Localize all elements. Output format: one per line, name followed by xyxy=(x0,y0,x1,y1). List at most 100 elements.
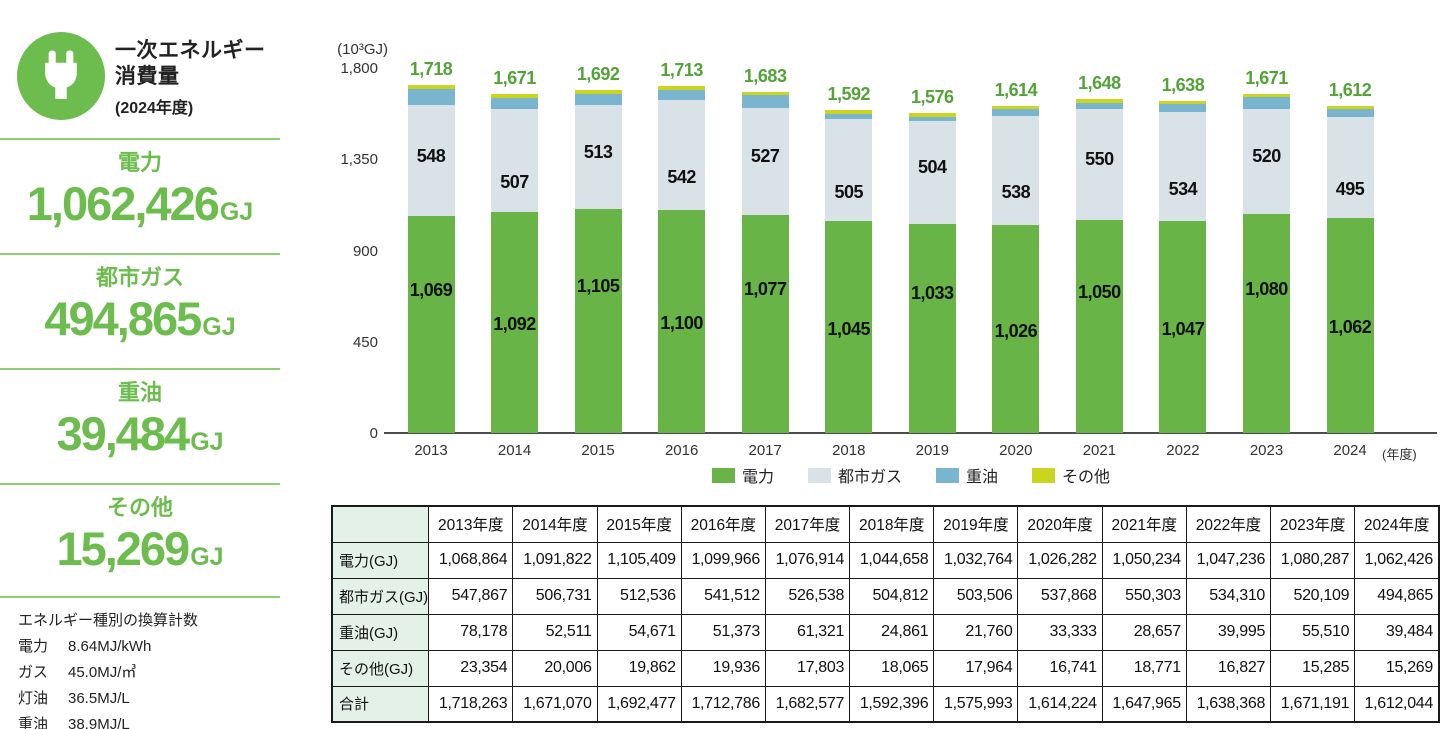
stat-unit: GJ xyxy=(190,428,224,456)
legend-label: 重油 xyxy=(966,469,999,486)
y-axis-tick-label: 0 xyxy=(369,425,378,442)
table-row: 合計 1,718,263 1,671,070 1,692,477 1,712,786 1,… xyxy=(331,685,1440,723)
x-axis-label: 2023 xyxy=(1249,442,1284,459)
bar-segment-heavy-oil xyxy=(491,98,539,109)
x-axis-label: 2017 xyxy=(748,442,782,459)
table-value-cell: 1,575,993 xyxy=(933,685,1019,723)
bar-value-label-city-gas: 527 xyxy=(750,146,780,167)
table-row-label: その他(GJ) xyxy=(331,649,430,687)
table-value-cell: 1,671,191 xyxy=(1270,685,1356,723)
stat-label: 電力 xyxy=(117,150,162,175)
bar-segment-electricity xyxy=(1326,217,1374,433)
conversion-notes: エネルギー種別の換算計数 電力 8.64MJ/kWh ガス 45.0MJ/㎥ 灯油 36.… xyxy=(18,608,198,729)
bar-segment-heavy-oil xyxy=(992,109,1040,116)
bar-segment-city-gas xyxy=(992,115,1040,225)
sidebar-header: 一次エネルギー 消費量 (2024年度) xyxy=(17,32,266,120)
bar-value-label-city-gas: 504 xyxy=(918,157,947,178)
bar-segment-city-gas xyxy=(741,107,789,215)
table-year-header: 2020年度 xyxy=(1017,505,1103,543)
bar-total-label: 1,671 xyxy=(1245,68,1288,89)
table-value-cell: 52,511 xyxy=(512,613,598,651)
x-axis-label: 2020 xyxy=(999,442,1033,459)
bar-value-label-city-gas: 548 xyxy=(416,145,446,166)
bar-segment-electricity xyxy=(825,221,873,433)
bar-segment-city-gas xyxy=(574,104,622,209)
bar-total-label: 1,718 xyxy=(409,58,453,79)
conversion-note-row: 灯油 36.5MJ/L xyxy=(18,686,198,712)
stat-label: 都市ガス xyxy=(95,265,184,290)
bar-segment-other xyxy=(992,105,1040,110)
table-value-cell: 520,109 xyxy=(1270,577,1356,615)
bar-segment-heavy-oil xyxy=(407,89,455,106)
bar-segment-electricity xyxy=(741,214,789,433)
bar-value-label-electricity: 1,033 xyxy=(911,283,954,304)
legend-item-electricity: 電力 xyxy=(711,463,774,487)
x-axis-label: 2016 xyxy=(664,442,699,459)
table-value-cell: 19,936 xyxy=(680,649,766,687)
bar-segment-other xyxy=(491,93,539,98)
bar-segment-city-gas xyxy=(1326,117,1374,218)
legend-swatch-heavy-oil xyxy=(936,467,959,483)
table-corner-cell xyxy=(331,505,430,543)
table-value-cell: 16,827 xyxy=(1185,649,1272,687)
stat-block: その他 15,269GJ xyxy=(0,483,280,598)
bar-total-label: 1,592 xyxy=(827,84,871,105)
table-value-cell: 18,771 xyxy=(1101,649,1187,687)
bar-segment-city-gas xyxy=(825,118,873,222)
legend-item-heavy-oil: 重油 xyxy=(936,463,998,487)
bar-segment-electricity xyxy=(407,216,455,433)
bar-segment-other xyxy=(1243,94,1290,98)
bar-segment-heavy-oil xyxy=(825,113,873,119)
table-value-cell: 21,760 xyxy=(933,613,1019,651)
bar-value-label-city-gas: 534 xyxy=(1168,178,1198,199)
bar-segment-other xyxy=(1326,106,1374,110)
stat-value: 1,062,426GJ xyxy=(26,177,254,230)
bar-value-label-electricity: 1,105 xyxy=(576,275,620,296)
summary-stats: 電力 1,062,426GJ 都市ガス 494,865GJ 重油 39,484GJ その他 1… xyxy=(0,138,280,598)
bar-segment-city-gas xyxy=(491,108,539,212)
table-value-cell: 15,285 xyxy=(1270,649,1356,687)
bar-segment-other xyxy=(1075,98,1123,103)
power-plug-icon xyxy=(17,32,105,120)
table-value-cell: 1,612,044 xyxy=(1354,685,1440,723)
legend-swatch-city-gas xyxy=(807,467,831,483)
table-value-cell: 506,731 xyxy=(512,577,598,615)
legend-item-city-gas: 都市ガス xyxy=(807,463,902,487)
table-year-header: 2016年度 xyxy=(680,505,766,543)
bar-segment-heavy-oil xyxy=(658,89,706,101)
table-value-cell: 39,995 xyxy=(1185,613,1272,651)
table-value-cell: 16,741 xyxy=(1017,649,1103,687)
table-row-label: 都市ガス(GJ) xyxy=(331,577,430,615)
table-value-cell: 1,026,282 xyxy=(1017,541,1103,579)
table-value-cell: 61,321 xyxy=(764,613,851,651)
stat-unit: GJ xyxy=(202,313,236,341)
conversion-note-row: ガス 45.0MJ/㎥ xyxy=(18,660,198,686)
y-axis-unit-label: (10³GJ) xyxy=(337,41,388,58)
conversion-note-row: 重油 38.9MJ/L xyxy=(18,712,198,729)
table-value-cell: 33,333 xyxy=(1017,613,1103,651)
table-value-cell: 23,354 xyxy=(428,649,514,687)
bar-segment-electricity xyxy=(992,224,1040,433)
bar-total-label: 1,576 xyxy=(911,87,954,108)
page-title: 一次エネルギー 消費量 xyxy=(115,39,266,88)
bar-segment-other xyxy=(741,91,789,96)
bar-value-label-electricity: 1,100 xyxy=(660,313,703,334)
bar-segment-other xyxy=(574,89,622,94)
bar-total-label: 1,648 xyxy=(1078,72,1121,93)
bar-value-label-city-gas: 505 xyxy=(834,181,864,202)
bar-value-label-electricity: 1,026 xyxy=(994,320,1038,341)
x-axis-label: 2018 xyxy=(832,442,866,459)
table-year-header: 2013年度 xyxy=(428,505,514,543)
table-value-cell: 24,861 xyxy=(849,613,935,651)
page-subtitle: (2024年度) xyxy=(115,100,194,117)
bar-segment-electricity xyxy=(574,208,622,433)
bar-total-label: 1,713 xyxy=(660,59,703,80)
x-axis-label: 2013 xyxy=(414,442,448,459)
bar-total-label: 1,612 xyxy=(1328,80,1372,101)
data-table-section: 2013年度 2014年度 2015年度 2016年度 2017年度 2018年度 2019… xyxy=(331,505,1440,723)
bar-value-label-electricity: 1,050 xyxy=(1078,281,1121,302)
table-value-cell: 503,506 xyxy=(933,577,1019,615)
chart-legend: 電力 都市ガス 重油 その他 xyxy=(385,463,1437,487)
bar-segment-electricity xyxy=(1243,214,1290,433)
bar-total-label: 1,683 xyxy=(743,65,787,86)
